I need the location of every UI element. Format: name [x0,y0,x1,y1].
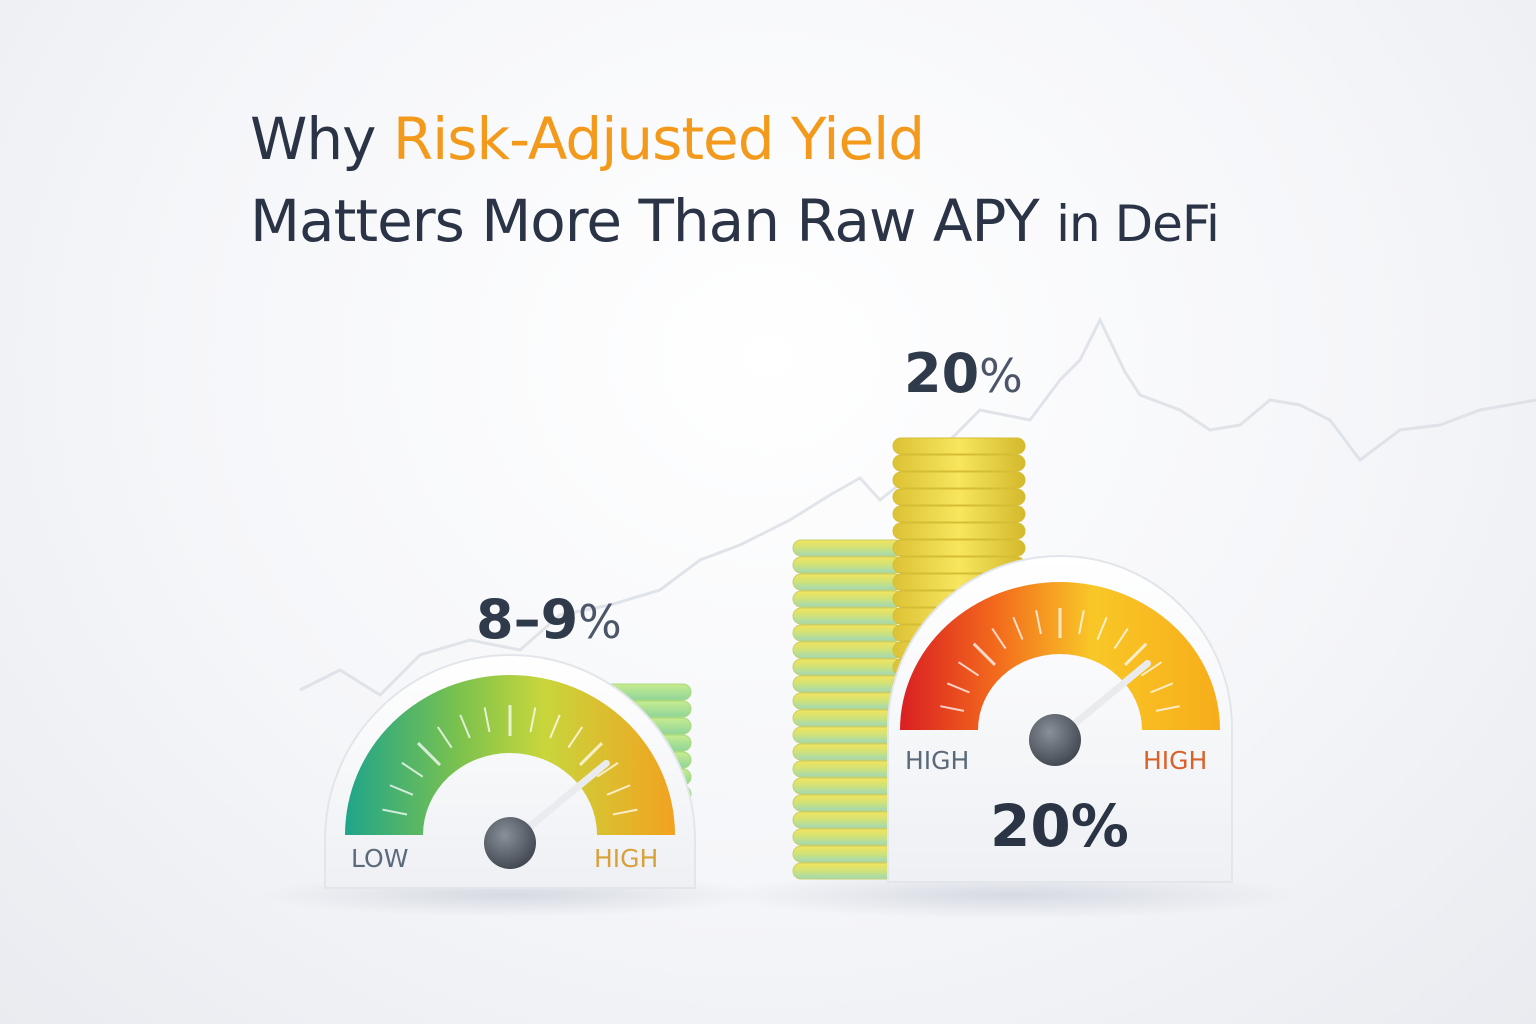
coin [792,539,904,557]
headline-line-2: Matters More Than Raw APY in DeFi [250,180,1450,265]
gauge-high-label-right-b: HIGH [1143,746,1208,775]
headline-line-1: Why Risk-Adjusted Yield [250,98,1450,180]
gauge-tick [578,742,603,767]
gauge-tick [389,784,414,796]
gauge-tick [1123,642,1148,667]
coin [792,709,904,727]
yield-label-low-symbol: % [578,595,622,649]
gauge-tick [401,761,424,778]
coin [792,675,904,693]
coin [792,726,904,744]
gauge-tick [1140,661,1162,677]
gauge-tick [549,714,561,739]
coin [792,590,904,608]
gauge-tick [1113,628,1129,650]
coin [792,845,904,863]
coin [792,811,904,829]
headline-prefix: Why [250,105,376,173]
coin [792,692,904,710]
coin [792,777,904,795]
coin [792,828,904,846]
coin [792,556,904,574]
gauge-tick [1155,705,1180,712]
coin [792,760,904,778]
gauge-arc-left [345,675,675,835]
gauge-tick [1150,682,1174,694]
gauge-tick [459,714,471,739]
gauge-tick [1012,616,1024,640]
coin [792,862,904,880]
gauge-tick [612,808,638,816]
yield-label-high-value: 20 [904,342,980,405]
headline-main: Matters More Than Raw APY [250,187,1040,255]
gauge-tick [382,808,408,816]
coin [792,641,904,659]
coin-stack-medium [792,539,904,880]
gauge-high-label-right-a: HIGH [905,746,970,775]
coin [792,624,904,642]
gauge-ticks-right [940,608,1180,712]
gauge-tick [946,682,970,694]
coin [892,539,1026,557]
coin [892,437,1026,455]
coin [892,505,1026,523]
yield-label-high-symbol: % [979,349,1023,403]
gauge-tick [972,642,997,667]
headline: Why Risk-Adjusted Yield Matters More Tha… [250,98,1450,265]
gauge-tick [483,707,491,733]
coin [792,573,904,591]
gauge-tick [436,726,453,749]
gauge-high-label-left: HIGH [594,844,659,873]
gauge-low-label: LOW [351,844,409,873]
gauge-value-right: 20% [990,792,1129,860]
risk-gauge-high [887,555,1233,883]
coin [792,658,904,676]
yield-label-low: 8–9% [476,588,622,651]
gauge-tick [1096,616,1108,640]
coin [792,607,904,625]
headline-accent: Risk-Adjusted Yield [392,105,925,173]
gauge-tick [596,761,619,778]
coin [792,794,904,812]
coin [892,522,1026,540]
gauge-tick [1078,610,1085,635]
gauge-arc-right [900,582,1220,730]
coin [892,488,1026,506]
gauge-hub-left [484,817,536,869]
coin [892,454,1026,472]
gauge-tick [567,726,584,749]
coin [792,743,904,761]
gauge-tick [417,742,442,767]
gauge-tick [606,784,631,796]
gauge-ticks-left [382,705,638,816]
gauge-hub-right [1029,714,1081,766]
coin [892,471,1026,489]
gauge-tick [940,705,965,712]
background-price-line [299,316,1536,697]
headline-suffix: in DeFi [1056,195,1220,253]
yield-label-high: 20% [904,342,1023,405]
risk-gauge-low [324,654,696,889]
gauge-tick [1035,610,1042,635]
gauge-tick [529,707,537,733]
yield-label-low-value: 8–9 [476,588,579,651]
gauge-tick [991,628,1007,650]
gauge-tick [958,661,980,677]
